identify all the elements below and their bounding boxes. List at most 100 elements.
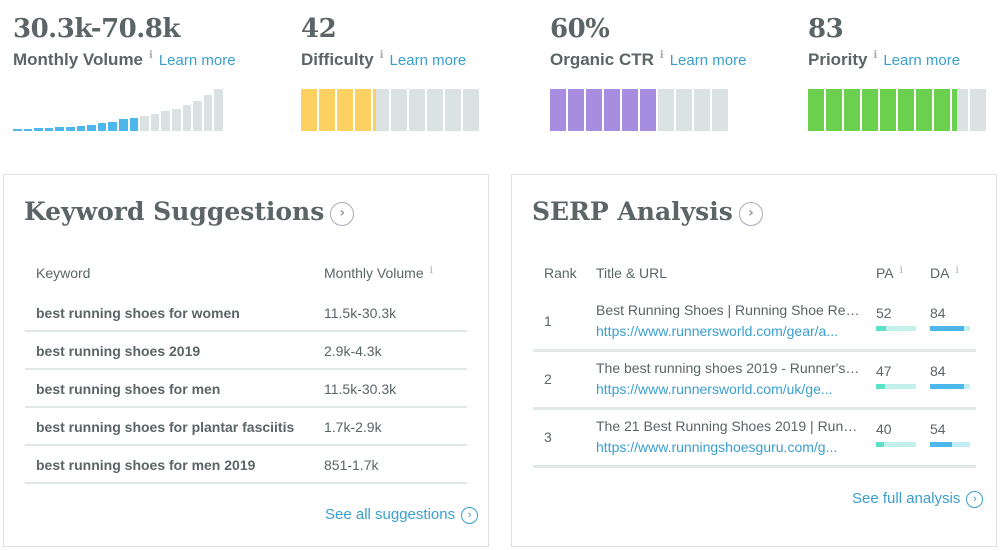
- gauge-segment: [463, 89, 479, 131]
- volume-bar: [171, 109, 181, 131]
- serp-row: 1 Best Running Shoes | Running Shoe Revi…: [533, 294, 976, 352]
- metric-priority: 83 Priority i Learn more: [808, 14, 960, 70]
- see-full-analysis-link[interactable]: See full analysis ›: [852, 490, 984, 508]
- gauge-segment: [391, 89, 407, 131]
- gauge-segment: [568, 89, 584, 131]
- da-value: 84: [930, 363, 946, 379]
- learn-more-link[interactable]: Learn more: [883, 52, 961, 69]
- keyword-link[interactable]: best running shoes for men 2019: [36, 457, 256, 473]
- da-value: 84: [930, 305, 946, 321]
- col-header-da-text: DA: [930, 265, 950, 281]
- volume-bar: [55, 127, 64, 131]
- pa-value: 52: [876, 305, 892, 321]
- table-row[interactable]: best running shoes 2019 2.9k-4.3k: [25, 332, 467, 370]
- card-title-text: SERP Analysis: [532, 197, 733, 226]
- card-title: Keyword Suggestions ›: [24, 197, 355, 226]
- gauge-segment: [373, 89, 389, 131]
- info-icon[interactable]: i: [429, 265, 433, 276]
- col-header-pa: PA i: [876, 265, 909, 281]
- col-header-volume-text: Monthly Volume: [324, 265, 424, 281]
- learn-more-link[interactable]: Learn more: [669, 52, 747, 69]
- gauge-segment: [550, 89, 566, 131]
- volume-bar: [118, 119, 128, 131]
- chevron-right-circle-icon[interactable]: ›: [738, 201, 763, 226]
- volume-bar: [140, 116, 149, 131]
- result-title: Best Running Shoes | Running Shoe Review…: [596, 302, 861, 318]
- rank: 1: [544, 313, 552, 329]
- gauge-segment: [355, 89, 371, 131]
- info-icon[interactable]: i: [659, 50, 664, 61]
- keyword-suggestions-card: Keyword Suggestions › Keyword Monthly Vol…: [3, 174, 489, 547]
- pa-bar: [876, 384, 916, 389]
- chevron-right-circle-icon[interactable]: ›: [330, 201, 355, 226]
- link-text: See full analysis: [852, 490, 961, 507]
- gauge-segment: [916, 89, 932, 131]
- volume-bar: [182, 105, 192, 131]
- gauge-segment: [826, 89, 842, 131]
- gauge-segment: [934, 89, 950, 131]
- volume-bar: [34, 128, 43, 131]
- table-row[interactable]: best running shoes for men 2019 851-1.7k: [25, 446, 467, 484]
- volume-value: 11.5k-30.3k: [324, 305, 397, 321]
- keyword-link[interactable]: best running shoes for women: [36, 305, 240, 321]
- info-icon[interactable]: i: [899, 265, 903, 276]
- gauge-segment: [658, 89, 674, 131]
- col-header-pa-text: PA: [876, 265, 894, 281]
- rank: 3: [544, 429, 552, 445]
- gauge-segment: [970, 89, 986, 131]
- result-title: The 21 Best Running Shoes 2019 | Running…: [596, 418, 861, 434]
- gauge-segment: [694, 89, 710, 131]
- result-title: The best running shoes 2019 - Runner's W…: [596, 360, 861, 376]
- serp-row: 3 The 21 Best Running Shoes 2019 | Runni…: [533, 410, 976, 468]
- gauge-segment: [952, 89, 968, 131]
- da-bar: [930, 442, 970, 447]
- gauge-segment: [586, 89, 602, 131]
- learn-more-link[interactable]: Learn more: [389, 52, 467, 69]
- keyword-link[interactable]: best running shoes for men: [36, 381, 221, 397]
- learn-more-link[interactable]: Learn more: [158, 52, 236, 69]
- serp-row: 2 The best running shoes 2019 - Runner's…: [533, 352, 976, 410]
- table-row[interactable]: best running shoes for men 11.5k-30.3k: [25, 370, 467, 408]
- keyword-link[interactable]: best running shoes for plantar fasciitis: [36, 419, 295, 435]
- volume-bar: [13, 129, 22, 131]
- priority-gauge: [808, 89, 986, 131]
- result-url[interactable]: https://www.runnersworld.com/gear/a...: [596, 323, 838, 339]
- result-url[interactable]: https://www.runnersworld.com/uk/ge...: [596, 381, 833, 397]
- volume-bar: [87, 125, 96, 131]
- gauge-segment: [898, 89, 914, 131]
- volume-value: 2.9k-4.3k: [324, 343, 382, 359]
- gauge-segment: [622, 89, 638, 131]
- gauge-segment: [640, 89, 656, 131]
- volume-bar: [44, 128, 54, 131]
- gauge-segment: [862, 89, 878, 131]
- gauge-segment: [676, 89, 692, 131]
- pa-bar: [876, 326, 916, 331]
- chevron-right-circle-icon: ›: [966, 490, 984, 508]
- see-all-suggestions-link[interactable]: See all suggestions ›: [325, 506, 479, 524]
- keyword-link[interactable]: best running shoes 2019: [36, 343, 201, 359]
- table-row[interactable]: best running shoes for plantar fasciitis…: [25, 408, 467, 446]
- volume-value: 1.7k-2.9k: [324, 419, 382, 435]
- volume-value: 11.5k-30.3k: [324, 381, 397, 397]
- gauge-segment: [409, 89, 425, 131]
- pa-bar: [876, 442, 916, 447]
- gauge-segment: [445, 89, 461, 131]
- volume-value: 851-1.7k: [324, 457, 379, 473]
- volume-bar: [150, 114, 160, 131]
- table-row[interactable]: best running shoes for women 11.5k-30.3k: [25, 294, 467, 332]
- info-icon[interactable]: i: [379, 50, 384, 61]
- ctr-gauge: [550, 89, 728, 131]
- volume-bar: [97, 123, 107, 131]
- result-url[interactable]: https://www.runningshoesguru.com/g...: [596, 439, 838, 455]
- metric-value: 42: [301, 14, 337, 44]
- chevron-right-circle-icon: ›: [461, 506, 479, 524]
- card-title: SERP Analysis ›: [532, 197, 763, 226]
- da-bar: [930, 326, 970, 331]
- metric-difficulty: 42 Difficulty i Learn more: [301, 14, 466, 70]
- info-icon[interactable]: i: [149, 50, 153, 61]
- da-bar: [930, 384, 970, 389]
- metric-label: Priority: [808, 50, 868, 69]
- info-icon[interactable]: i: [873, 50, 878, 61]
- da-value: 54: [930, 421, 946, 437]
- info-icon[interactable]: i: [955, 265, 959, 276]
